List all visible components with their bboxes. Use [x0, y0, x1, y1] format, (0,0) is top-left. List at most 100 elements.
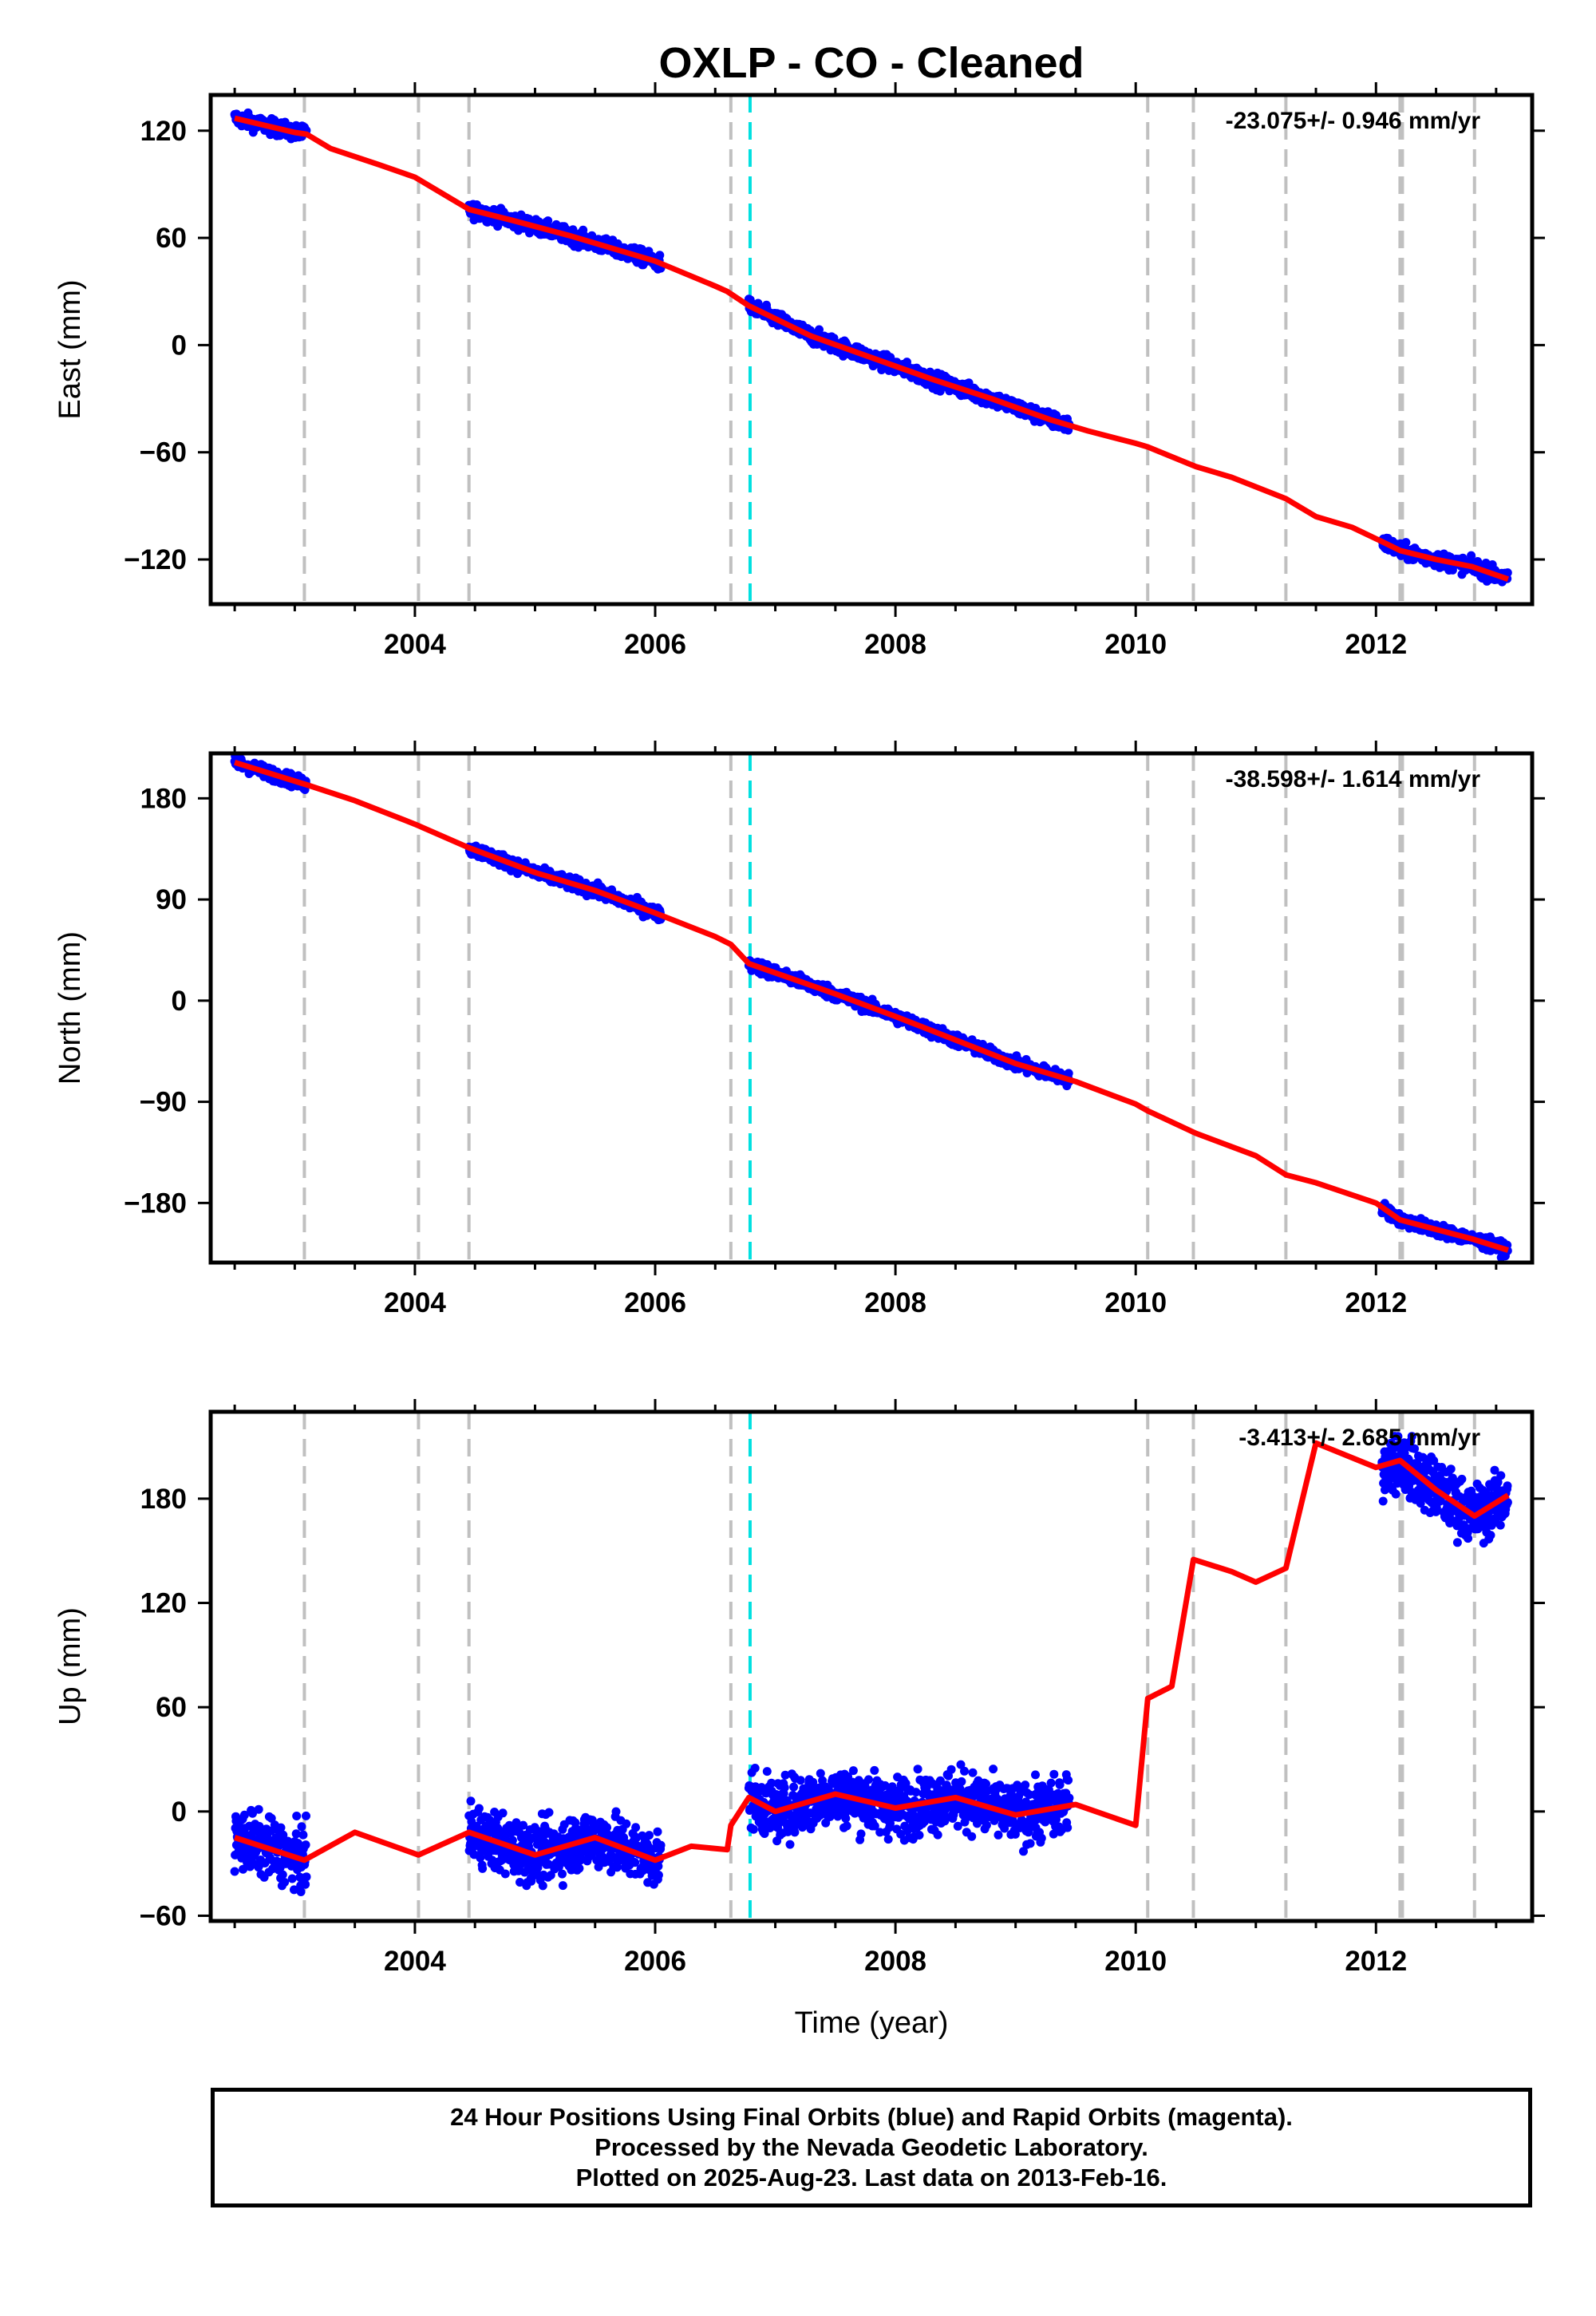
up-data-point	[1010, 1829, 1020, 1839]
east-y-tick-label: 120	[140, 116, 187, 147]
east-data-point	[815, 325, 824, 334]
up-data-point	[466, 1796, 476, 1806]
up-data-point	[301, 1840, 310, 1850]
up-data-point	[762, 1767, 772, 1777]
up-data-point	[1055, 1780, 1065, 1789]
up-data-point	[290, 1885, 298, 1895]
up-data-point	[911, 1788, 921, 1797]
up-data-point	[287, 1874, 297, 1883]
up-data-point	[956, 1760, 966, 1769]
up-data-point	[558, 1869, 567, 1879]
east-data-point	[1503, 568, 1512, 578]
up-data-point	[1393, 1432, 1403, 1441]
up-data-point	[1065, 1793, 1074, 1803]
up-data-point	[968, 1768, 978, 1777]
up-data-point	[276, 1823, 286, 1832]
up-data-point	[870, 1821, 879, 1831]
up-data-point	[789, 1782, 799, 1792]
east-y-tick-label: 60	[156, 223, 187, 254]
north-y-tick-label: −90	[140, 1087, 187, 1118]
up-data-point	[901, 1779, 911, 1788]
up-data-point	[645, 1831, 654, 1840]
east-data-point	[1401, 538, 1411, 547]
up-data-point	[957, 1777, 966, 1786]
up-data-point	[602, 1823, 612, 1832]
up-data-point	[296, 1887, 306, 1896]
up-data-point	[622, 1819, 631, 1828]
up-data-point	[915, 1831, 924, 1840]
east-x-tick-label: 2010	[1104, 629, 1167, 660]
north-x-tick-label: 2010	[1104, 1287, 1167, 1318]
north-x-tick-label: 2004	[384, 1287, 446, 1318]
up-data-point	[1052, 1815, 1061, 1824]
east-x-tick-label: 2004	[384, 629, 446, 660]
up-data-point	[278, 1870, 287, 1879]
up-data-point	[913, 1765, 922, 1774]
up-data-point	[790, 1828, 800, 1837]
up-data-point	[302, 1872, 311, 1882]
figure-title: OXLP - CO - Cleaned	[658, 39, 1084, 87]
up-data-point	[654, 1861, 663, 1871]
up-data-point	[848, 1766, 858, 1776]
up-data-point	[1000, 1824, 1009, 1833]
up-data-point	[1032, 1815, 1041, 1824]
up-data-point	[982, 1820, 991, 1830]
north-plot-frame	[208, 751, 1535, 1265]
up-data-point	[302, 1811, 310, 1820]
east-y-tick-label: −120	[124, 544, 187, 575]
north-data-point	[1064, 1069, 1073, 1078]
up-data-point	[280, 1878, 290, 1887]
up-data-point	[1063, 1823, 1073, 1832]
up-data-point	[1021, 1780, 1030, 1790]
up-data-point	[967, 1832, 977, 1841]
up-data-point	[749, 1824, 758, 1834]
north-step-lines	[302, 753, 1476, 1263]
north-rate-label: -38.598+/- 1.614 mm/yr	[1226, 766, 1481, 792]
up-data-point	[1378, 1496, 1388, 1506]
up-data-points	[230, 1432, 1512, 1896]
north-x-tick-label: 2012	[1345, 1287, 1407, 1318]
up-data-point	[1046, 1778, 1056, 1788]
up-data-point	[1391, 1489, 1400, 1499]
east-step-lines	[302, 95, 1476, 604]
east-model-line	[234, 115, 1510, 583]
north-y-tick-label: 90	[156, 884, 187, 915]
up-data-point	[886, 1819, 895, 1828]
up-data-point	[1025, 1839, 1035, 1848]
east-x-tick-label: 2008	[864, 629, 926, 660]
up-data-point	[767, 1778, 776, 1788]
up-data-point	[841, 1814, 851, 1823]
up-data-point	[478, 1863, 488, 1873]
up-data-point	[953, 1821, 962, 1831]
up-data-point	[488, 1856, 497, 1865]
up-data-point	[856, 1829, 866, 1839]
up-data-point	[780, 1770, 790, 1780]
up-data-point	[1410, 1444, 1419, 1453]
up-data-point	[230, 1867, 239, 1876]
up-data-point	[575, 1863, 584, 1873]
east-data-point	[543, 216, 553, 226]
up-data-point	[864, 1775, 873, 1784]
up-data-point	[1019, 1847, 1028, 1856]
up-data-point	[887, 1782, 897, 1792]
up-data-point	[750, 1764, 760, 1773]
north-y-tick-label: 0	[172, 986, 187, 1017]
up-data-point	[474, 1804, 484, 1813]
up-data-point	[1031, 1770, 1040, 1780]
east-y-axis-label: East (mm)	[53, 279, 87, 419]
up-data-point	[298, 1830, 308, 1840]
up-data-point	[760, 1829, 769, 1838]
up-data-point	[254, 1804, 263, 1814]
east-plot-frame	[208, 93, 1535, 607]
east-data-point	[1467, 551, 1476, 560]
up-data-point	[808, 1777, 818, 1787]
up-data-point	[960, 1766, 969, 1776]
up-data-point	[982, 1779, 990, 1788]
up-data-point	[653, 1827, 662, 1836]
up-data-point	[500, 1869, 510, 1879]
up-data-point	[612, 1863, 622, 1872]
up-data-point	[297, 1822, 306, 1832]
east-y-tick-label: −60	[140, 437, 187, 468]
